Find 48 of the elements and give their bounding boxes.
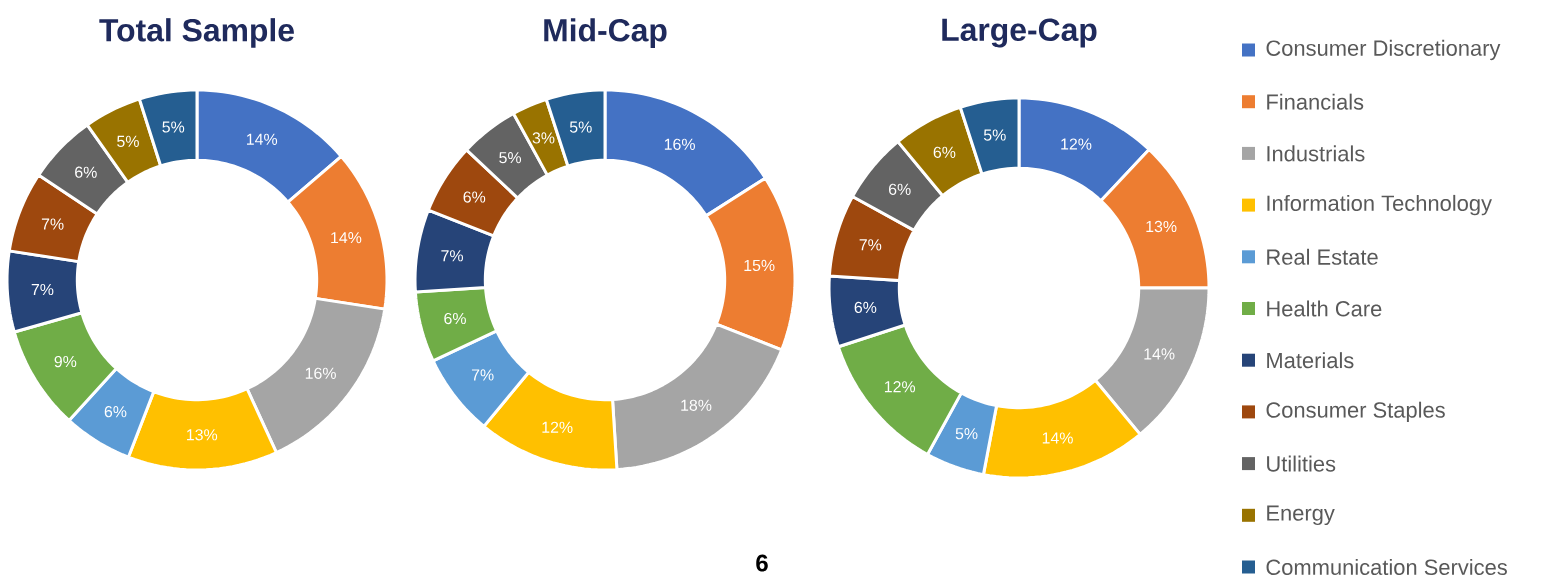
data-label: 3% xyxy=(532,132,555,144)
data-label: 15% xyxy=(744,259,775,272)
data-label: 13% xyxy=(1146,220,1177,233)
data-label: 14% xyxy=(1042,432,1073,444)
data-label: 9% xyxy=(54,355,77,368)
data-label: 7% xyxy=(859,239,882,251)
data-label: 6% xyxy=(933,146,956,158)
data-label: 18% xyxy=(681,399,712,411)
data-label: 12% xyxy=(542,421,573,433)
data-label: 12% xyxy=(1061,138,1092,150)
chart-title: Mid-Cap xyxy=(544,18,667,48)
data-label: 5% xyxy=(117,135,139,147)
data-label: 5% xyxy=(569,121,592,133)
data-label: 6% xyxy=(463,191,486,203)
data-label: 7% xyxy=(471,369,494,381)
data-label: 12% xyxy=(884,381,916,393)
data-label: 6% xyxy=(444,312,466,325)
legend-label: Consumer Discretionary xyxy=(1266,39,1501,61)
legend-label: Industrials xyxy=(1267,145,1365,162)
data-label: 16% xyxy=(305,367,336,379)
legend-label: Consumer Staples xyxy=(1266,401,1445,423)
data-label: 13% xyxy=(187,429,218,441)
data-label: 16% xyxy=(664,138,695,150)
data-label: 5% xyxy=(955,428,978,440)
legend-label: Financials xyxy=(1267,93,1364,110)
data-label: 14% xyxy=(246,133,278,145)
data-label: 5% xyxy=(499,152,522,164)
data-label: 5% xyxy=(983,129,1006,141)
data-label: 7% xyxy=(441,250,464,262)
legend-label: Information Technology xyxy=(1267,194,1492,216)
legend-label: Energy xyxy=(1267,505,1335,526)
data-label: 6% xyxy=(854,301,877,314)
data-label: 6% xyxy=(104,406,127,418)
data-label: 14% xyxy=(331,232,362,244)
legend-label: Utilities xyxy=(1267,455,1336,472)
data-label: 7% xyxy=(41,218,64,230)
chart-title: Large-Cap xyxy=(942,18,1097,48)
data-label: 6% xyxy=(889,183,911,195)
legend-label: Communication Services xyxy=(1266,558,1507,576)
data-label: 5% xyxy=(162,121,185,133)
chart-title: Total Sample xyxy=(99,18,294,48)
data-label: 7% xyxy=(31,283,54,296)
data-label: 6% xyxy=(75,166,97,178)
legend-label: Health Care xyxy=(1267,300,1382,317)
legend-label: Materials xyxy=(1267,352,1354,369)
data-label: 14% xyxy=(1144,348,1175,360)
legend-label: Real Estate xyxy=(1267,248,1378,265)
text: 6 xyxy=(756,554,768,572)
